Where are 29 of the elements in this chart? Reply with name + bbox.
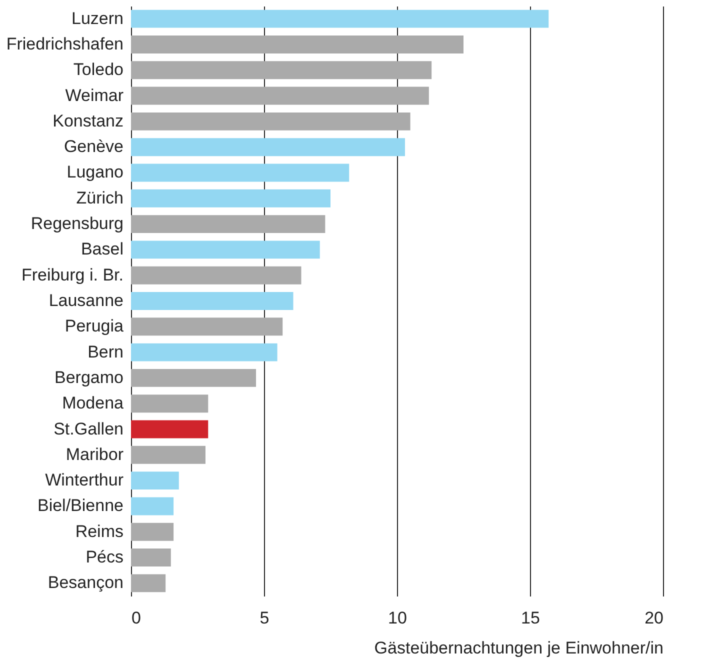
y-tick-label: Lausanne <box>48 291 124 310</box>
x-tick-label: 10 <box>388 608 407 628</box>
y-tick-label: Maribor <box>66 444 124 464</box>
y-tick-label: Konstanz <box>52 111 124 130</box>
y-tick-label: Reims <box>75 522 124 541</box>
x-tick-label: 20 <box>644 608 664 628</box>
y-tick-label: Biel/Bienne <box>37 496 124 516</box>
y-tick-label: Weimar <box>65 86 124 105</box>
x-tick-label: 5 <box>260 608 270 628</box>
y-tick-label: Besançon <box>48 573 124 592</box>
y-tick-label: Modena <box>62 394 124 413</box>
y-tick-label: Bergamo <box>54 368 124 387</box>
y-tick-label: Lugano <box>66 162 124 182</box>
y-tick-label: Basel <box>80 240 124 259</box>
y-tick-label: Perugia <box>64 316 124 336</box>
x-axis-title: Gästeübernachtungen je Einwohner/in <box>374 638 664 658</box>
y-tick-label: Friedrichshafen <box>6 34 124 54</box>
y-tick-label: Zürich <box>76 188 124 208</box>
y-tick-label: St.Gallen <box>54 419 124 438</box>
y-tick-label: Winterthur <box>45 470 124 490</box>
y-tick-label: Bern <box>88 342 124 362</box>
y-tick-label: Genève <box>64 137 124 156</box>
x-tick-label: 15 <box>521 608 540 628</box>
x-tick-label: 0 <box>132 608 141 628</box>
y-tick-label: Toledo <box>73 60 124 80</box>
y-tick-label: Luzern <box>72 8 124 28</box>
y-tick-label: Regensburg <box>30 214 124 234</box>
y-tick-label: Freiburg i. Br. <box>21 265 124 284</box>
y-tick-label: Pécs <box>86 548 124 567</box>
